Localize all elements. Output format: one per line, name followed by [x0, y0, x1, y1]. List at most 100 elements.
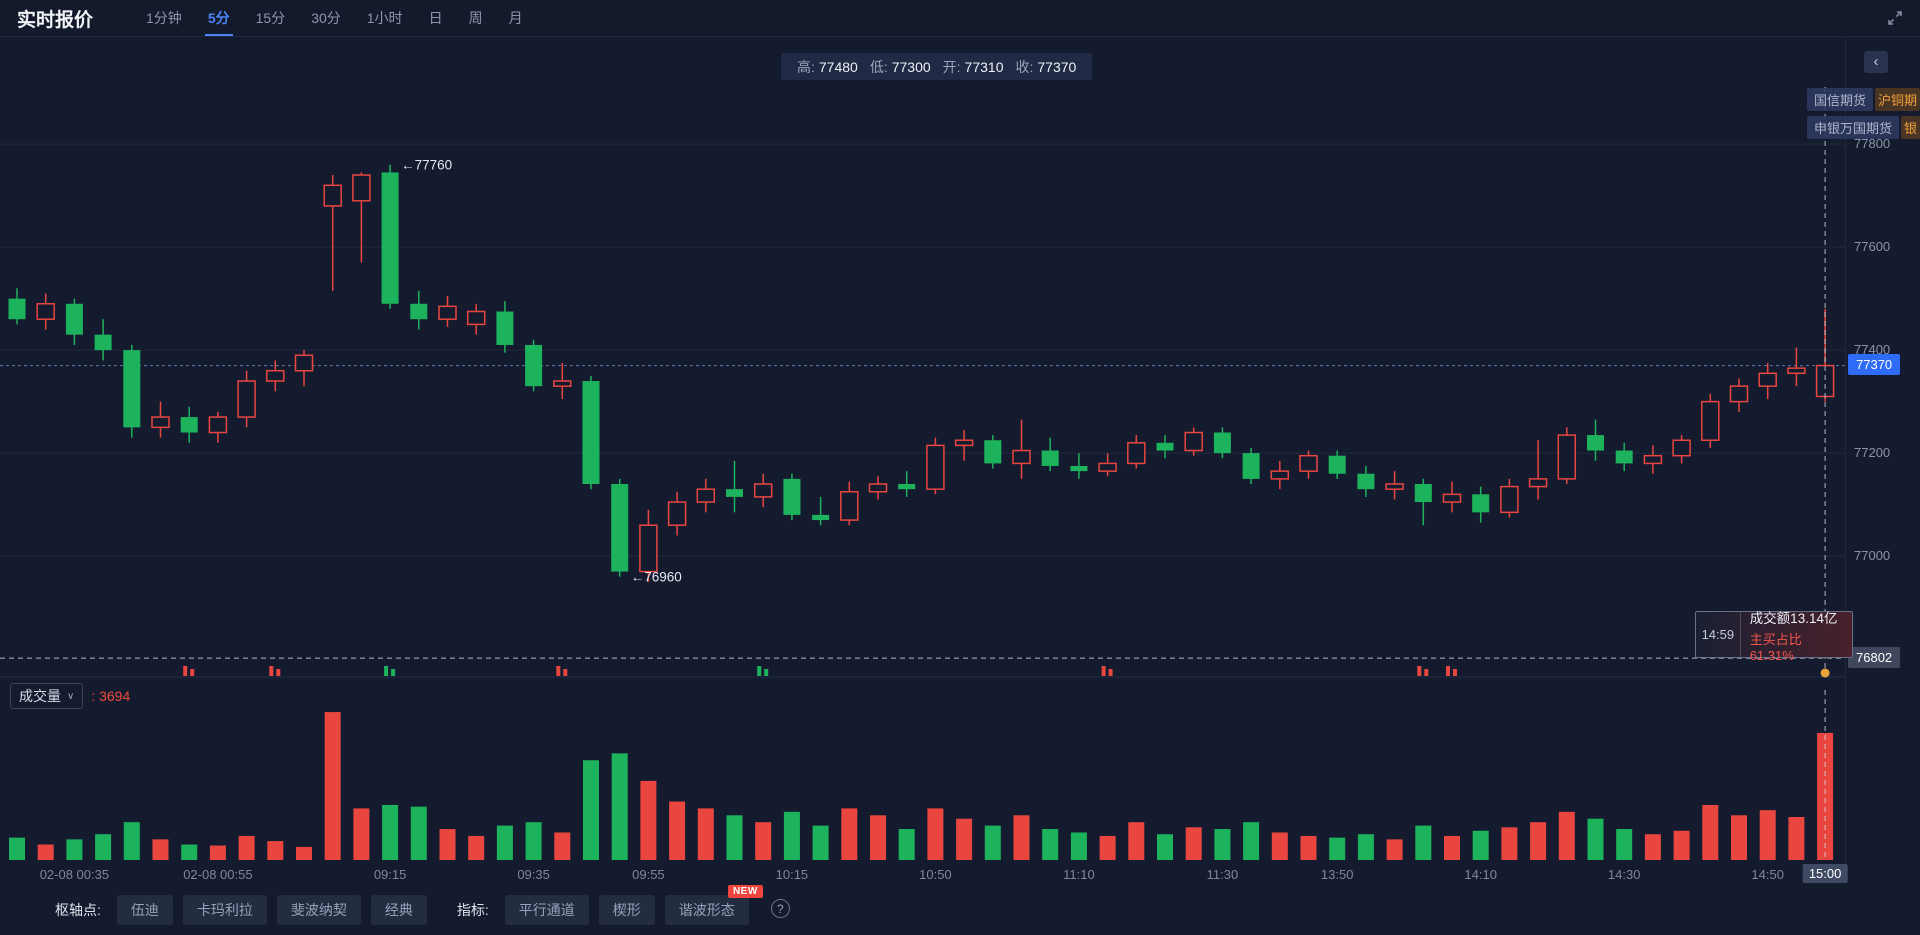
- price-tick-label: 77400: [1854, 342, 1891, 358]
- time-tick-label: 14:50: [1751, 867, 1784, 882]
- candle-body: [1070, 465, 1088, 472]
- signal-marker: [276, 669, 281, 676]
- time-tick-label: 14:30: [1607, 867, 1641, 882]
- time-tick-label: 09:15: [373, 867, 407, 882]
- signal-marker: [1446, 666, 1450, 676]
- tab-30min[interactable]: 30分: [311, 10, 341, 26]
- pivot-classic-button[interactable]: 经典: [370, 895, 427, 925]
- volume-indicator-select[interactable]: 成交量 ∨: [10, 683, 84, 709]
- volume-bar: [238, 835, 255, 860]
- volume-bar: [554, 832, 571, 860]
- volume-value: : 3694: [91, 688, 131, 704]
- current-price-tag: 77370: [1848, 354, 1901, 375]
- volume-bar: [1817, 732, 1834, 860]
- candle-body: [1041, 450, 1059, 466]
- volume-bar: [726, 815, 743, 860]
- help-icon[interactable]: ?: [770, 899, 790, 918]
- volume-chart[interactable]: [0, 690, 1845, 862]
- volume-bar: [984, 825, 1001, 860]
- volume-bar: [1501, 827, 1518, 860]
- fullscreen-expand-icon[interactable]: [1886, 9, 1904, 27]
- time-tick-label: 10:50: [919, 867, 952, 882]
- candle-body: [237, 380, 256, 418]
- volume-bar: [1271, 832, 1288, 860]
- candle-body: [954, 439, 974, 447]
- volume-bar: [1386, 839, 1403, 860]
- tab-week[interactable]: 周: [468, 10, 483, 26]
- volume-bar: [1243, 822, 1260, 860]
- volume-bar: [1587, 818, 1604, 860]
- price-axis: 77800 77600 77400 77200 77000: [1845, 37, 1920, 884]
- time-tick-label: 02-08 00:55: [183, 867, 253, 882]
- indicator-wedge-button[interactable]: 楔形: [598, 895, 655, 925]
- candle-body: [65, 303, 83, 335]
- candle-body: [553, 380, 572, 387]
- tooltip-buy-ratio: 主买占比61.31%: [1749, 631, 1802, 663]
- candle-body: [1500, 485, 1519, 514]
- ohlc-high-value: 77480: [818, 58, 858, 75]
- time-tick-label: 13:50: [1320, 867, 1354, 882]
- volume-bar: [1185, 827, 1202, 860]
- candle-body: [1472, 494, 1490, 513]
- volume-bar: [1558, 811, 1575, 860]
- price-tick-label: 77200: [1854, 445, 1891, 461]
- candle-body: [1758, 372, 1777, 387]
- tab-1min[interactable]: 1分钟: [146, 10, 182, 26]
- candle-body: [1414, 484, 1432, 503]
- tab-1hour[interactable]: 1小时: [366, 10, 403, 26]
- time-tick-label: 11:10: [1063, 867, 1095, 882]
- tab-month[interactable]: 月: [508, 10, 523, 26]
- signal-marker: [764, 669, 769, 676]
- candle-body: [639, 524, 658, 573]
- volume-bar: [95, 834, 112, 860]
- pivot-fibonacci-button[interactable]: 斐波纳契: [276, 895, 361, 925]
- volume-bar: [1357, 834, 1374, 860]
- candle-body: [410, 303, 428, 320]
- indicator-label: 指标:: [456, 902, 489, 918]
- price-annotation: ←77760: [401, 158, 452, 173]
- candle-body: [1587, 435, 1604, 451]
- volume-bar: [841, 808, 858, 860]
- volume-bar: [123, 822, 140, 860]
- footer-toolbar: 枢轴点: 伍迪 卡玛利拉 斐波纳契 经典 指标: 平行通道 楔形 谐波形态 NE…: [0, 885, 1920, 935]
- volume-bar: [1788, 817, 1805, 860]
- collapse-panel-button[interactable]: ‹: [1864, 51, 1888, 73]
- tab-day[interactable]: 日: [428, 10, 443, 26]
- candle-body: [123, 350, 141, 428]
- tab-15min[interactable]: 15分: [255, 10, 286, 26]
- volume-bar: [9, 837, 25, 860]
- pivot-woodie-button[interactable]: 伍迪: [116, 895, 173, 925]
- volume-bar: [1673, 830, 1690, 860]
- candle-body: [466, 310, 486, 326]
- candle-body: [1357, 473, 1375, 490]
- volume-bar: [1214, 829, 1231, 860]
- volume-bar: [66, 839, 83, 860]
- volume-bar: [382, 804, 399, 860]
- volume-bar: [525, 822, 542, 860]
- indicator-harmonic-button[interactable]: 谐波形态 NEW: [664, 885, 763, 925]
- candlestick-chart[interactable]: ←77760 ←76960: [0, 37, 1845, 679]
- candle-body: [8, 298, 26, 320]
- volume-bar: [324, 712, 341, 860]
- pivot-camarilla-button[interactable]: 卡玛利拉: [182, 895, 267, 925]
- candle-body: [868, 483, 888, 493]
- candle-body: [1442, 493, 1462, 503]
- volume-bar: [1644, 834, 1661, 860]
- volume-bar: [640, 780, 657, 860]
- volume-bar: [267, 841, 284, 860]
- candle-body: [1729, 385, 1749, 403]
- time-tick-label: 11:30: [1206, 867, 1239, 882]
- candle-body: [840, 490, 859, 521]
- time-tick-label: 09:35: [517, 867, 550, 882]
- signal-marker: [563, 669, 568, 676]
- indicator-parallel-channel-button[interactable]: 平行通道: [504, 895, 589, 925]
- signal-marker: [1101, 666, 1106, 676]
- ohlc-low-label: 低:: [869, 58, 888, 75]
- tab-5min[interactable]: 5分: [195, 0, 243, 36]
- signal-marker: [190, 669, 195, 676]
- volume-bar: [870, 815, 886, 860]
- signal-marker: [183, 666, 188, 676]
- volume-bar: [783, 811, 800, 860]
- crosshair-marker-dot: [1820, 668, 1830, 678]
- volume-bar: [1329, 837, 1346, 860]
